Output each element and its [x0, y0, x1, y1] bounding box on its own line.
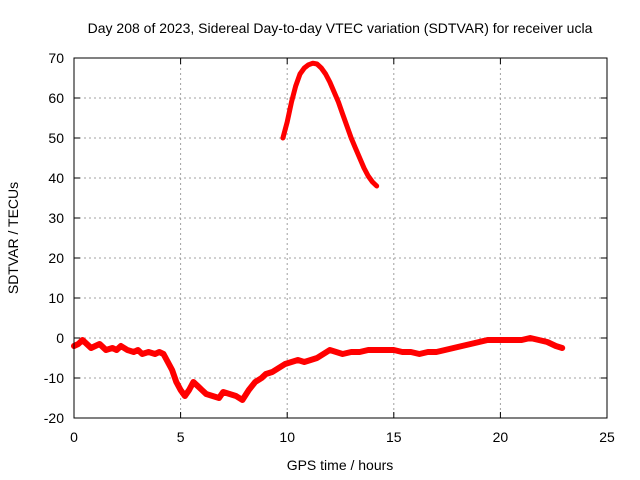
y-tick-label: 60: [48, 90, 64, 106]
x-tick-label: 15: [386, 429, 402, 445]
y-axis-label: SDTVAR / TECUs: [5, 182, 21, 294]
x-tick-label: 10: [279, 429, 295, 445]
data-series: [71, 60, 566, 403]
x-tick-label: 25: [599, 429, 615, 445]
y-tick-label: 70: [48, 50, 64, 66]
y-tick-label: -10: [44, 370, 64, 386]
series-line-1: [71, 335, 566, 403]
x-tick-label: 20: [493, 429, 509, 445]
axis-ticks: 0 5 10 15 20 25 -20 -10 0 10 20 30 40 50 60 70: [44, 50, 615, 445]
y-tick-label: 50: [48, 130, 64, 146]
x-axis-label: GPS time / hours: [287, 457, 394, 473]
plot-frame: [73, 57, 608, 419]
y-tick-label: 0: [56, 330, 64, 346]
y-tick-label: 20: [48, 250, 64, 266]
chart-title: Day 208 of 2023, Sidereal Day-to-day VTE…: [88, 20, 593, 36]
x-tick-label: 0: [70, 429, 78, 445]
series-line-2: [280, 60, 380, 189]
x-tick-label: 5: [177, 429, 185, 445]
y-tick-label: 40: [48, 170, 64, 186]
y-tick-label: -20: [44, 410, 64, 426]
grid: [74, 58, 607, 418]
y-tick-label: 30: [48, 210, 64, 226]
y-tick-label: 10: [48, 290, 64, 306]
